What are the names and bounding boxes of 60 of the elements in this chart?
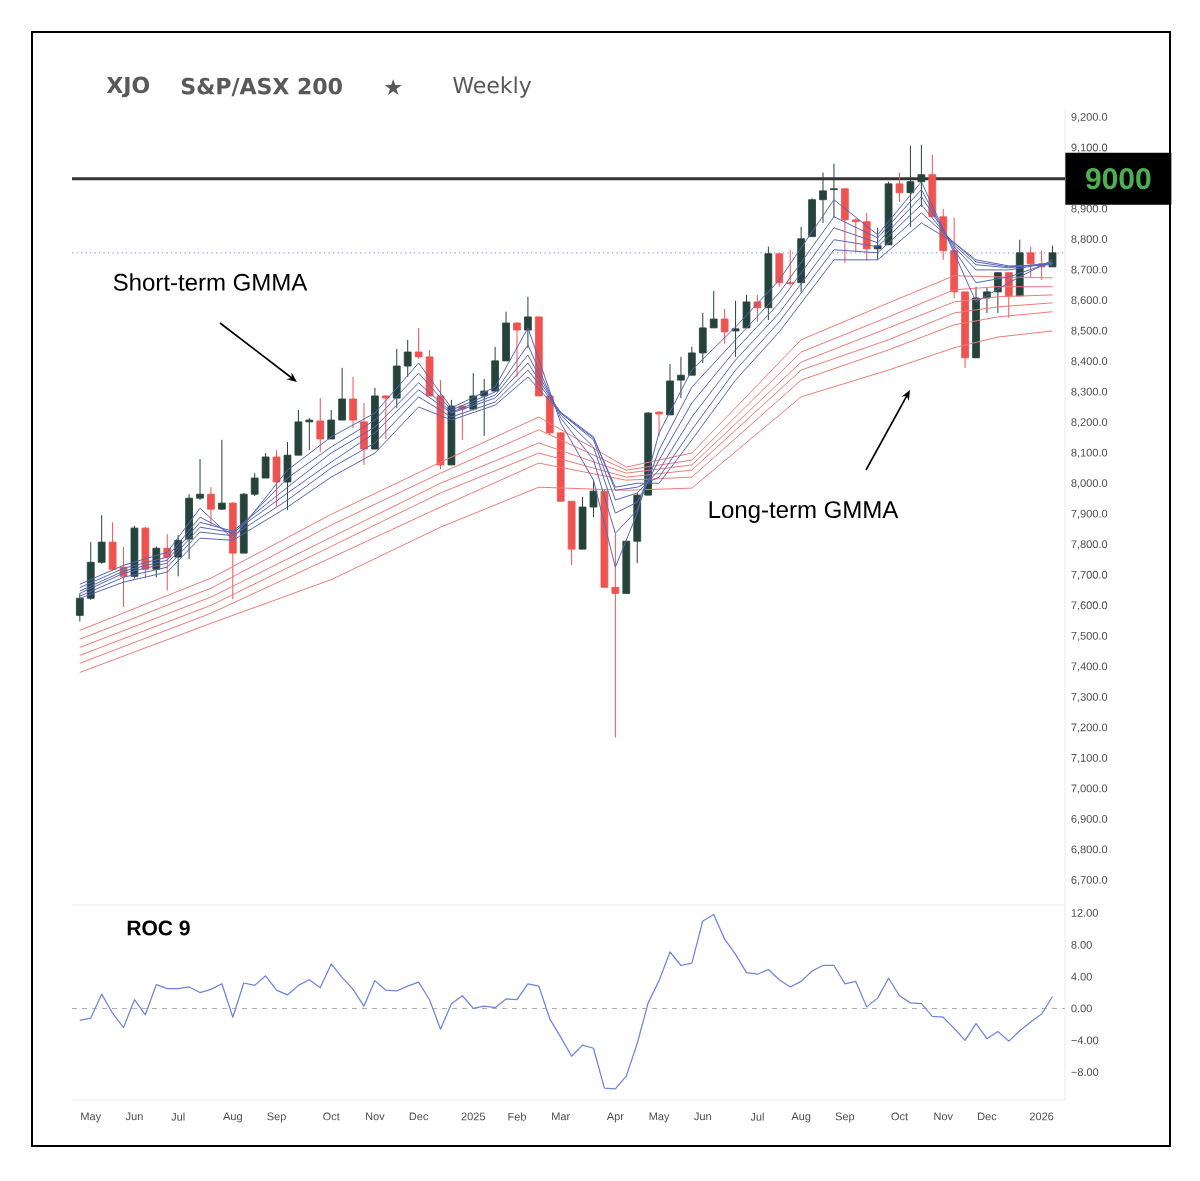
y-tick-label: 7,500.0 — [1071, 631, 1108, 641]
annotation: Long-term GMMA — [709, 501, 899, 523]
y-tick-label: 7,900.0 — [1071, 509, 1108, 519]
y-tick-label: 9,200.0 — [1071, 113, 1108, 123]
y-tick-label: 12.00 — [1071, 909, 1099, 917]
y-tick-label: 6,800.0 — [1071, 845, 1108, 855]
y-tick-label: 8,900.0 — [1071, 204, 1108, 214]
y-tick-label: 8,800.0 — [1071, 235, 1108, 245]
chart-subtitle: S&P/ASX 200 — [181, 77, 342, 97]
y-tick-label: 0.00 — [1071, 1004, 1092, 1013]
x-tick-label: 2026 — [1029, 1112, 1054, 1121]
x-tick-label: Apr — [606, 1112, 624, 1123]
text: Weekly — [453, 76, 532, 98]
x-tick-label: 2025 — [461, 1112, 486, 1121]
x-tick-label: Sep — [835, 1112, 855, 1123]
x-tick-label: Jun — [694, 1112, 711, 1121]
x-tick-label: Jul — [171, 1112, 185, 1121]
y-tick-label: 7,000.0 — [1071, 784, 1108, 794]
x-tick-label: Jun — [125, 1112, 143, 1121]
y-tick-label: 7,700.0 — [1071, 570, 1108, 580]
x-tick-label: May — [81, 1112, 102, 1123]
y-tick-label: 7,200.0 — [1071, 723, 1108, 733]
x-tick-label: Aug — [223, 1112, 242, 1123]
y-tick-label: 8,000.0 — [1071, 479, 1108, 489]
ref-line-label: 9000 — [1086, 168, 1151, 190]
y-tick-label: 6,900.0 — [1071, 815, 1108, 825]
x-tick-label: Sep — [267, 1112, 286, 1123]
y-tick-label: 7,100.0 — [1071, 753, 1108, 764]
x-tick-label: Feb — [508, 1112, 526, 1121]
y-tick-label: 4.00 — [1071, 972, 1092, 981]
text: ★ — [384, 78, 402, 96]
y-tick-label: 9,100.0 — [1071, 143, 1108, 153]
x-tick-label: Aug — [791, 1112, 811, 1123]
x-tick-label: Nov — [934, 1112, 953, 1121]
y-tick-label: 7,600.0 — [1071, 601, 1108, 611]
x-tick-label: Nov — [366, 1112, 385, 1121]
y-tick-label: 7,800.0 — [1071, 540, 1108, 550]
y-tick-label: 8.00 — [1071, 940, 1092, 949]
y-tick-label: 8,300.0 — [1071, 387, 1108, 397]
y-tick-label: 6,700.0 — [1071, 876, 1108, 886]
x-tick-label: Dec — [409, 1112, 429, 1121]
x-tick-label: Jul — [750, 1112, 764, 1121]
y-tick-label: 7,300.0 — [1071, 692, 1108, 703]
y-tick-label: 8,400.0 — [1071, 357, 1108, 367]
y-tick-label: 8,500.0 — [1071, 326, 1108, 336]
text: ROC 9 — [127, 920, 190, 936]
annotation: Short-term GMMA — [113, 273, 308, 291]
y-tick-label: 8,700.0 — [1071, 265, 1108, 275]
x-tick-label: Dec — [978, 1112, 997, 1121]
y-tick-label: 8,600.0 — [1071, 296, 1108, 306]
y-tick-label: 7,400.0 — [1071, 662, 1108, 672]
x-tick-label: Oct — [323, 1112, 340, 1121]
x-tick-label: Mar — [552, 1112, 570, 1121]
x-tick-label: Oct — [891, 1112, 908, 1121]
x-tick-label: May — [649, 1112, 670, 1123]
y-tick-label: 8,100.0 — [1071, 448, 1108, 458]
y-tick-label: −8.00 — [1071, 1068, 1099, 1077]
y-tick-label: 8,200.0 — [1071, 418, 1108, 428]
y-tick-label: −4.00 — [1071, 1036, 1099, 1045]
chart-title: XJO — [106, 76, 150, 98]
